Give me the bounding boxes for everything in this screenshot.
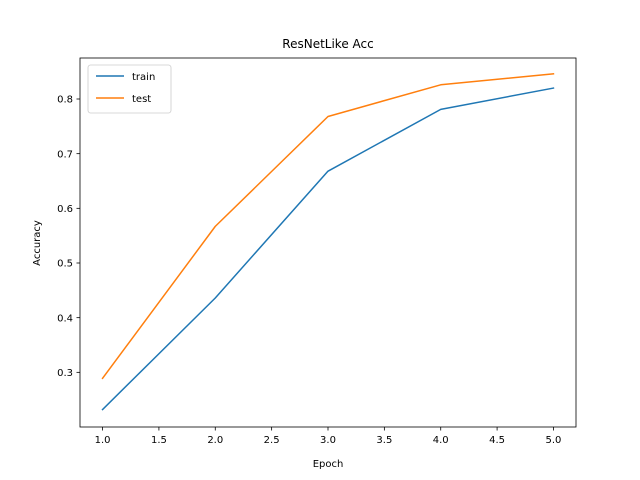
- y-tick-label: 0.6: [57, 204, 73, 215]
- x-axis-label: Epoch: [313, 459, 344, 470]
- x-tick-label: 1.0: [95, 435, 111, 446]
- x-tick-label: 5.0: [546, 435, 562, 446]
- y-axis-label: Accuracy: [32, 220, 43, 266]
- y-tick-label: 0.4: [57, 313, 73, 324]
- legend: train test: [87, 64, 172, 114]
- x-tick-label: 3.5: [376, 435, 392, 446]
- chart-title: ResNetLike Acc: [282, 37, 373, 51]
- series-line-test: [101, 73, 555, 380]
- legend-label-train: train: [132, 72, 155, 83]
- y-tick-label: 0.7: [57, 149, 73, 160]
- y-tick-label: 0.5: [57, 259, 73, 270]
- y-tick-label: 0.8: [57, 95, 73, 106]
- y-tick-label: 0.3: [57, 368, 73, 379]
- x-tick-label: 4.0: [433, 435, 449, 446]
- x-tick-label: 2.5: [264, 435, 280, 446]
- series-line-train: [101, 87, 555, 411]
- x-tick-label: 3.0: [320, 435, 336, 446]
- x-tick-label: 1.5: [151, 435, 167, 446]
- x-tick-label: 2.0: [207, 435, 223, 446]
- plot-area: 1.0 1.5 2.0 2.5 3.0 3.5 4.0 4.5 5.0 0.3 0.4 0.5 0.6 0…: [57, 57, 577, 446]
- x-tick-label: 4.5: [489, 435, 505, 446]
- legend-label-test: test: [132, 94, 151, 105]
- legend-box: [87, 64, 172, 114]
